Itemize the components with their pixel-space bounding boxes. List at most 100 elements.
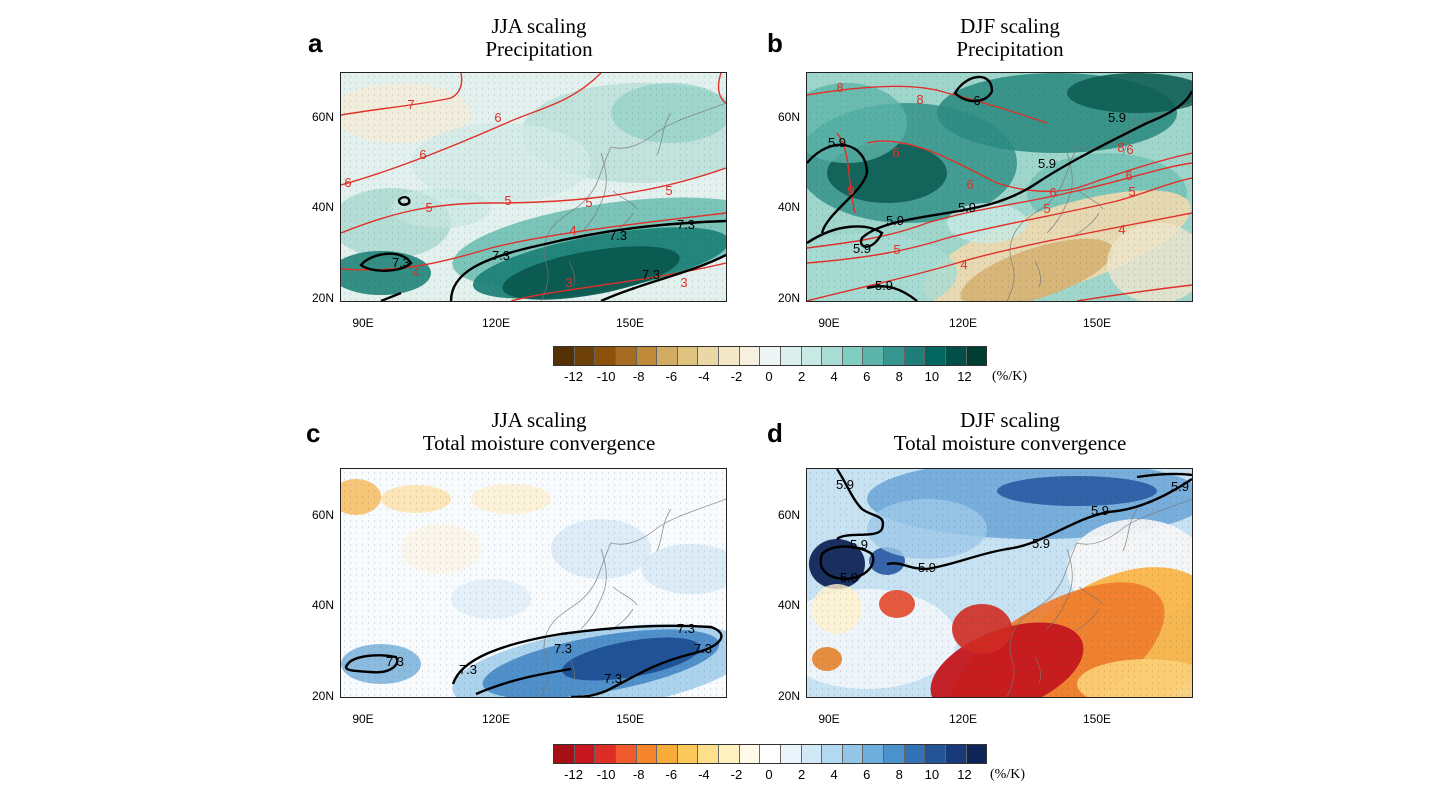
colorbar-swatch	[677, 347, 699, 365]
lat-label-20n-d: 20N	[777, 689, 800, 703]
lat-label-40n-b: 40N	[777, 200, 800, 214]
colorbar-tick-label: 12	[957, 369, 972, 384]
panel-letter-b: b	[767, 28, 783, 58]
field-patch	[952, 604, 1012, 654]
colorbar-swatch	[801, 745, 823, 763]
colorbar-swatch	[636, 347, 658, 365]
colorbar-tick-label: -6	[665, 767, 678, 782]
colorbar-swatch	[615, 745, 637, 763]
contour-label: 5	[1043, 201, 1050, 216]
lat-label-60n-d: 60N	[777, 508, 800, 522]
field-patch	[341, 644, 421, 684]
colorbar-swatch	[554, 745, 575, 763]
panel-title-a-line1: JJA scaling	[491, 14, 587, 38]
colorbar-tick-label: 2	[797, 767, 806, 782]
contours-threshold-d	[819, 469, 1192, 581]
field-patch	[411, 123, 591, 203]
contours-threshold-c	[344, 624, 723, 697]
field-patch	[867, 499, 987, 559]
field-patch	[561, 637, 701, 681]
field-patch	[1107, 223, 1192, 301]
colorbar-swatch	[677, 745, 699, 763]
map-panel-d: 5.9 5.9 5.9 5.9 5.9 5.9 5.9	[806, 468, 1193, 698]
lon-label-90e-b: 90E	[818, 316, 840, 330]
contour-label: 7.3	[609, 228, 627, 243]
colorbar-swatch	[842, 745, 864, 763]
coastline	[1006, 498, 1192, 697]
map-c-svg: 7.3 7.3 7.3 7.3 7.3 7.3	[341, 469, 726, 697]
contour-label: 5.9	[886, 213, 904, 228]
contour-label: 5	[665, 183, 672, 198]
panel-letter-c: c	[306, 418, 321, 448]
colorbar-tick-label: -2	[730, 369, 743, 384]
colorbar-tick-label: -4	[698, 767, 710, 782]
colorbar-swatch	[698, 347, 719, 365]
colorbar-swatch	[657, 745, 678, 763]
contour-label: 5	[425, 200, 432, 215]
contour-label: 9	[847, 183, 854, 198]
contour-label: 8	[1117, 140, 1124, 155]
colorbar-swatch	[719, 347, 740, 365]
contour-label: 4	[960, 257, 967, 272]
lat-label-40n-d: 40N	[777, 598, 800, 612]
contour-label: 6	[973, 93, 980, 108]
colorbar-swatch	[615, 347, 637, 365]
colorbar-tick-label: -4	[698, 369, 710, 384]
contour-label: 5.9	[1032, 536, 1050, 551]
contour-label: 5.9	[1091, 503, 1109, 518]
lon-label-150e-c: 150E	[615, 712, 645, 726]
map-panel-c: 7.3 7.3 7.3 7.3 7.3 7.3	[340, 468, 727, 698]
contour-label: 5.9	[875, 278, 893, 293]
contour-label: 7.3	[677, 621, 695, 636]
panel-letter-a: a	[308, 28, 323, 58]
colorbar-tick-label: 6	[863, 369, 871, 384]
field-c	[341, 479, 726, 697]
colorbar-tick-label: -12	[564, 767, 583, 782]
contour-label: 6	[419, 147, 426, 162]
colorbar-tick-label: 12	[957, 767, 972, 782]
contour-label: 5.9	[958, 200, 976, 215]
colorbar-tick-label: -2	[730, 767, 743, 782]
field-patch	[997, 476, 1157, 506]
colorbar-tick-label: -10	[596, 767, 616, 782]
field-patch	[879, 590, 915, 618]
panel-title-d-line1: DJF scaling	[960, 408, 1060, 432]
colorbar-swatch	[739, 347, 761, 365]
colorbar-tick-label: -10	[596, 369, 616, 384]
field-patch	[812, 584, 862, 634]
map-panel-b: 8 8 9 6 6 6 6 6 5 5 5 4 4 8 6 5.9 5.9 5.9 5.9 5.9 5.9 5.9	[806, 72, 1193, 302]
contour-label: 7.3	[642, 267, 660, 282]
contour-label: 6	[1125, 168, 1132, 183]
contour-label: 6	[892, 145, 899, 160]
field-d	[807, 469, 1192, 697]
colorbar-swatch	[822, 745, 843, 763]
field-patch	[1067, 73, 1192, 113]
panel-title-c-line1: JJA scaling	[491, 408, 587, 432]
contour-label: 4	[412, 265, 419, 280]
contour-label: 4	[569, 223, 576, 238]
contour-label: 5.9	[836, 477, 854, 492]
colorbar-swatch	[780, 745, 802, 763]
lon-label-120e-b: 120E	[948, 316, 978, 330]
contour-label: 5	[1128, 184, 1135, 199]
lon-label-90e-c: 90E	[352, 712, 374, 726]
colorbar-tick-label: 10	[924, 767, 940, 782]
colorbar-swatch	[698, 745, 719, 763]
colorbar-precipitation-unit: (%/K)	[992, 369, 1027, 384]
colorbar-swatch	[719, 745, 740, 763]
contour-label: 5	[893, 242, 900, 257]
panel-title-c: JJA scaling Total moisture convergence	[329, 409, 749, 455]
contour-label: 4	[1118, 222, 1125, 237]
contour-label: 7	[407, 97, 414, 112]
lat-label-60n-a: 60N	[311, 110, 334, 124]
panel-title-d-line2: Total moisture convergence	[893, 431, 1127, 455]
colorbar-swatch	[636, 745, 658, 763]
map-d-svg: 5.9 5.9 5.9 5.9 5.9 5.9 5.9	[807, 469, 1192, 697]
contour-label: 5.9	[853, 241, 871, 256]
colorbar-swatch	[574, 347, 596, 365]
colorbar-tick-label: 6	[863, 767, 871, 782]
contour-label: 3	[565, 275, 572, 290]
lon-label-150e-d: 150E	[1082, 712, 1112, 726]
colorbar-moisture-convergence	[553, 744, 987, 764]
